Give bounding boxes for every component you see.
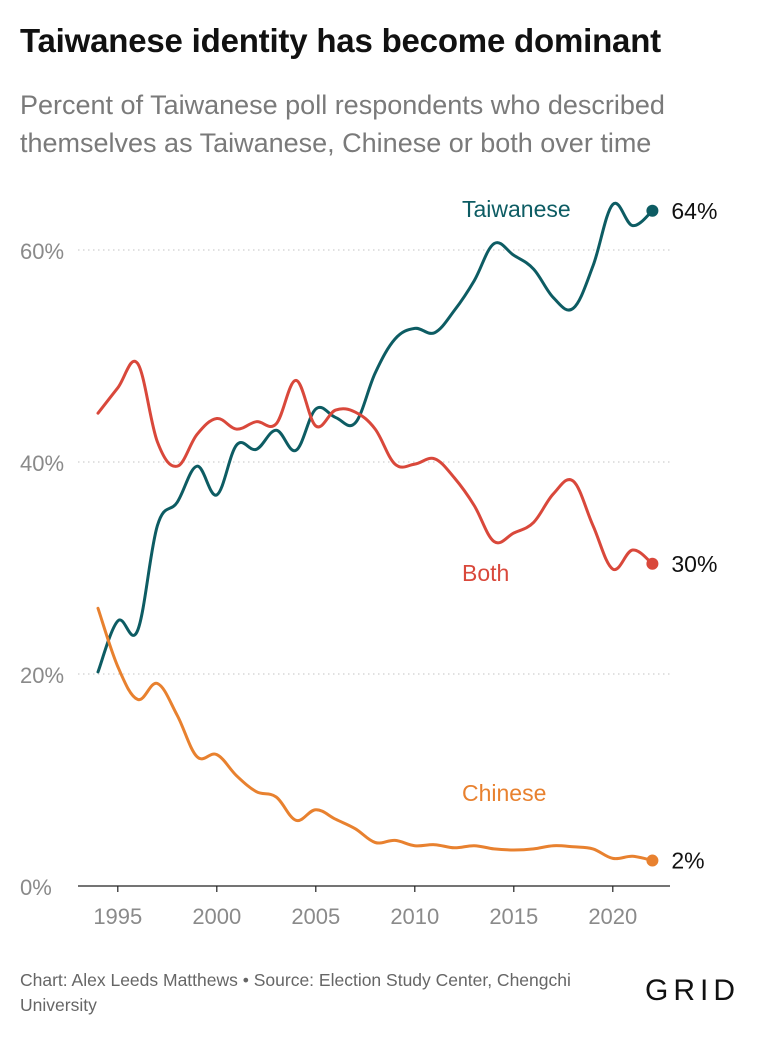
- y-tick-label: 60%: [20, 239, 64, 264]
- chart-title: Taiwanese identity has become dominant: [20, 22, 661, 59]
- series-lines: [96, 201, 659, 867]
- both-line: [96, 359, 654, 572]
- chinese-line: [96, 606, 654, 863]
- chinese-end-point: [646, 854, 659, 867]
- taiwanese-end-point: [646, 204, 659, 217]
- y-tick-label: 20%: [20, 663, 64, 688]
- x-tick-label: 2020: [588, 904, 637, 929]
- x-tick-label: 2005: [291, 904, 340, 929]
- x-tick-label: 1995: [93, 904, 142, 929]
- grid-logo: GRID: [645, 974, 740, 1007]
- both-series-label: Both: [462, 560, 509, 586]
- chart-subtitle: Percent of Taiwanese poll respondents wh…: [20, 90, 665, 158]
- taiwanese-line: [96, 201, 654, 674]
- taiwanese-series-label: Taiwanese: [462, 196, 571, 222]
- series-labels: 64% Taiwanese 30% Both 2% Chinese: [462, 196, 717, 874]
- x-axis: 1995 2000 2005 2010 2015 2020: [78, 885, 670, 929]
- x-tick-label: 2000: [192, 904, 241, 929]
- taiwanese-end-label: 64%: [671, 198, 717, 224]
- chinese-series-label: Chinese: [462, 780, 546, 806]
- y-tick-label: 40%: [20, 451, 64, 476]
- chart-credit: Chart: Alex Leeds Matthews • Source: Ele…: [20, 970, 571, 1015]
- both-end-label: 30%: [671, 551, 717, 577]
- x-tick-label: 2015: [489, 904, 538, 929]
- x-tick-label: 2010: [390, 904, 439, 929]
- gridlines: 0% 20% 40% 60%: [20, 239, 670, 900]
- chinese-end-label: 2%: [671, 848, 704, 874]
- both-end-point: [646, 557, 659, 570]
- y-tick-label: 0%: [20, 875, 52, 900]
